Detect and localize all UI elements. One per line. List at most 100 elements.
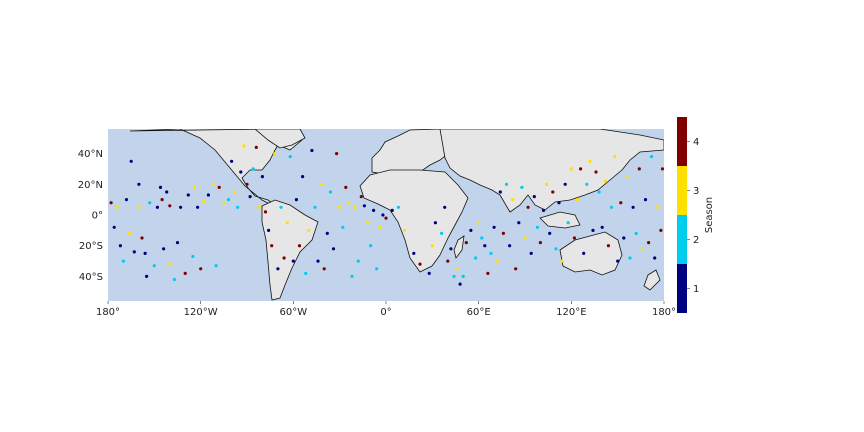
land-masses [129, 129, 664, 301]
data-point-72 [331, 247, 336, 251]
data-point-2 [115, 205, 119, 209]
data-point-3 [118, 244, 122, 248]
data-point-128 [535, 225, 540, 229]
greenland [254, 129, 306, 149]
data-point-65 [310, 148, 314, 153]
data-point-52 [270, 244, 274, 248]
data-point-71 [328, 190, 332, 194]
data-point-90 [390, 208, 394, 212]
data-point-64 [307, 228, 311, 232]
data-point-18 [160, 198, 164, 202]
data-point-105 [461, 274, 465, 278]
data-point-61 [297, 244, 302, 248]
data-point-124 [523, 236, 527, 240]
data-point-48 [257, 205, 261, 209]
colorbar-segment-2 [677, 215, 687, 264]
south-america [261, 199, 319, 301]
data-point-79 [353, 205, 357, 209]
data-point-138 [566, 221, 570, 225]
data-point-91 [396, 205, 400, 209]
data-point-23 [172, 277, 176, 282]
data-point-140 [572, 236, 577, 240]
data-point-157 [625, 175, 629, 179]
data-point-66 [313, 205, 317, 209]
data-point-70 [325, 231, 329, 235]
data-point-55 [279, 205, 283, 209]
africa [359, 169, 469, 273]
data-point-116 [498, 190, 502, 194]
data-point-152 [609, 205, 614, 209]
asia [439, 129, 664, 213]
data-point-95 [427, 271, 431, 275]
data-point-135 [557, 201, 561, 205]
data-point-1 [112, 225, 116, 229]
data-point-120 [510, 198, 515, 202]
data-point-158 [628, 256, 632, 260]
data-point-103 [455, 267, 459, 271]
data-point-41 [236, 205, 240, 209]
colorbar-tick-label-3: 4 [693, 137, 699, 148]
data-point-126 [529, 251, 533, 255]
data-point-96 [430, 244, 434, 248]
data-point-168 [659, 228, 663, 232]
data-point-159 [631, 205, 635, 209]
data-point-122 [517, 221, 521, 225]
data-point-4 [121, 259, 125, 263]
x-tick-label-3: 0° [380, 307, 391, 318]
data-point-15 [152, 264, 156, 268]
data-point-44 [245, 182, 249, 186]
data-point-74 [338, 205, 342, 209]
data-point-143 [582, 251, 586, 255]
data-point-43 [242, 144, 246, 148]
data-point-38 [226, 198, 231, 202]
colorbar-tick-label-2: 3 [693, 186, 699, 197]
x-axis-ticks: 180° 120°W 60°W 0° 60°E 120°E 180° [96, 301, 676, 318]
data-point-118 [504, 182, 509, 186]
data-point-69 [322, 267, 326, 271]
data-point-150 [603, 179, 607, 183]
data-point-125 [526, 205, 530, 209]
data-point-26 [183, 271, 187, 275]
data-point-29 [192, 185, 197, 189]
data-point-167 [656, 205, 660, 209]
data-point-25 [179, 205, 183, 209]
data-point-14 [148, 201, 152, 205]
data-point-144 [585, 182, 589, 186]
colorbar: 1 2 3 4 [677, 117, 699, 313]
y-tick-label-1: 20°N [78, 180, 103, 191]
data-point-24 [175, 241, 180, 245]
data-point-68 [319, 182, 323, 186]
data-point-33 [206, 193, 210, 197]
data-point-31 [199, 267, 203, 271]
data-point-34 [211, 182, 215, 186]
y-tick-label-2: 0° [92, 211, 103, 222]
data-point-42 [239, 170, 243, 174]
colorbar-label: Season [704, 197, 715, 233]
data-point-107 [469, 228, 473, 232]
data-point-169 [660, 167, 664, 171]
data-point-21 [168, 262, 172, 266]
data-point-0 [109, 201, 113, 205]
x-tick-label-0: 180° [96, 307, 120, 318]
data-point-28 [191, 254, 195, 259]
data-point-49 [260, 175, 264, 179]
data-point-50 [263, 210, 268, 214]
data-point-27 [186, 193, 190, 197]
data-point-111 [483, 244, 487, 248]
data-point-139 [569, 167, 573, 171]
data-point-20 [165, 190, 169, 194]
data-point-163 [643, 198, 648, 202]
data-point-82 [362, 204, 366, 208]
data-point-12 [143, 251, 147, 255]
data-point-5 [124, 198, 129, 202]
data-point-134 [554, 247, 558, 251]
data-point-17 [158, 185, 163, 189]
data-point-47 [254, 145, 258, 149]
data-point-92 [402, 228, 407, 232]
data-point-13 [145, 274, 149, 278]
data-point-85 [372, 208, 376, 212]
data-point-93 [412, 251, 416, 255]
data-point-77 [347, 201, 351, 205]
data-point-73 [335, 152, 339, 156]
data-point-56 [282, 256, 286, 260]
